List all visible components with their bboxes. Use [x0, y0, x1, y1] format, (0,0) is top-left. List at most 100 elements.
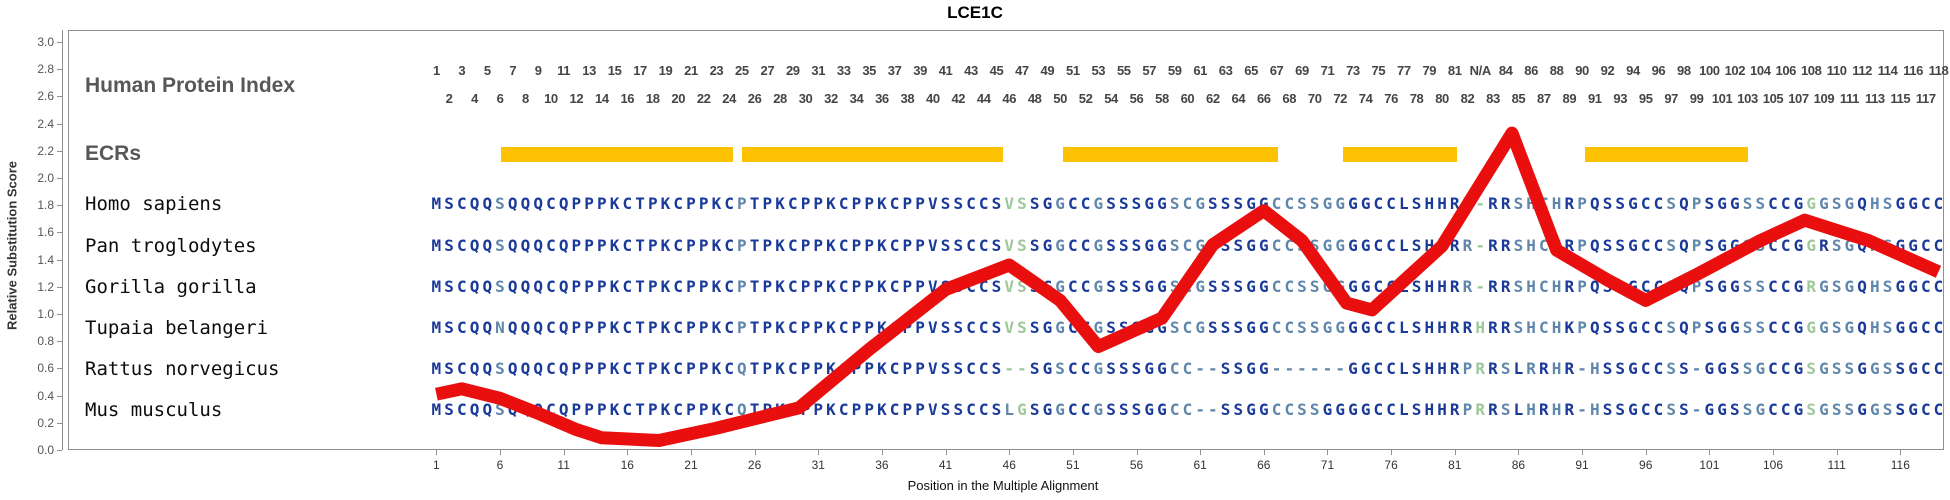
residue: C: [673, 235, 684, 255]
residue: C: [1068, 358, 1078, 378]
index-number: 2: [445, 91, 453, 106]
index-number: 6: [496, 91, 504, 106]
residue: P: [902, 317, 913, 337]
x-tick-label: 36: [875, 458, 889, 472]
index-number: 70: [1307, 91, 1322, 106]
residue: C: [1080, 399, 1091, 419]
residue: G: [1729, 194, 1740, 213]
residue: R: [1449, 235, 1460, 255]
residue: S: [1602, 235, 1613, 255]
index-number: 89: [1562, 91, 1577, 106]
residue: C: [1653, 235, 1664, 255]
residue: Q: [520, 235, 531, 255]
residue: S: [940, 276, 951, 296]
x-tick-mark: [1327, 450, 1329, 455]
residue: -: [1195, 399, 1205, 419]
residue: C: [1780, 317, 1791, 337]
index-number: 86: [1524, 63, 1538, 78]
residue: G: [1729, 317, 1740, 337]
residue: S: [1411, 358, 1422, 378]
residue: S: [1844, 399, 1855, 419]
residue: G: [1042, 276, 1053, 296]
index-number: 3: [458, 63, 466, 78]
residue: S: [1220, 235, 1231, 255]
residue: Q: [1679, 235, 1689, 255]
residue: S: [1666, 399, 1676, 419]
x-tick-mark: [1518, 450, 1520, 455]
x-tick-mark: [754, 450, 756, 455]
residue: G: [1704, 399, 1715, 419]
residue: S: [1118, 358, 1129, 378]
y-tick-label: 0.0: [37, 443, 54, 457]
index-number: 103: [1737, 91, 1758, 106]
residue: R: [1462, 276, 1473, 296]
residue: M: [431, 235, 442, 255]
residue: P: [647, 235, 658, 255]
x-tick-mark: [945, 450, 947, 455]
residue: Q: [1589, 194, 1600, 213]
index-number: 46: [1002, 91, 1017, 106]
residue: S: [991, 317, 1002, 337]
residue: G: [1157, 317, 1167, 337]
residue: P: [1577, 317, 1587, 337]
index-number: 118: [1928, 63, 1949, 78]
residue: G: [1258, 317, 1269, 337]
residue: Q: [737, 358, 747, 378]
residue: G: [1246, 194, 1256, 213]
residue: K: [826, 317, 836, 337]
index-number: 78: [1409, 91, 1424, 106]
index-number: 24: [722, 91, 736, 106]
index-number: 76: [1384, 91, 1398, 106]
index-number: 17: [633, 63, 647, 78]
residue: S: [1882, 235, 1893, 255]
residue: H: [1551, 399, 1562, 419]
index-number: 16: [620, 91, 635, 106]
residue: C: [1271, 235, 1282, 255]
residue: S: [1831, 276, 1842, 296]
species-label: Mus musculus: [85, 398, 223, 421]
index-number: 95: [1638, 91, 1653, 106]
residue: R: [1488, 235, 1498, 255]
residue: G: [1908, 317, 1918, 337]
residue: H: [1870, 276, 1880, 296]
index-number: 74: [1358, 91, 1373, 106]
residue: S: [1106, 317, 1116, 337]
residue: S: [991, 399, 1002, 419]
residue: C: [966, 276, 976, 296]
index-number: 34: [849, 91, 864, 106]
index-number: 39: [913, 63, 927, 78]
residue: P: [902, 194, 913, 213]
index-number: 92: [1600, 63, 1615, 78]
plot-title: LCE1C: [947, 3, 1003, 22]
x-tick-mark: [1072, 450, 1074, 455]
residue: G: [1755, 358, 1766, 378]
residue: S: [1297, 399, 1307, 419]
residue: R: [1819, 235, 1829, 255]
residue: K: [660, 358, 671, 378]
residue: C: [456, 276, 467, 296]
index-number: 19: [658, 63, 673, 78]
residue: K: [609, 276, 620, 296]
ecr-bar: [1342, 147, 1458, 162]
residue: G: [1717, 194, 1727, 213]
residue: P: [584, 399, 594, 419]
residue: R: [1564, 194, 1575, 213]
index-number: 106: [1775, 63, 1796, 78]
residue: S: [444, 276, 454, 296]
residue: C: [1068, 399, 1078, 419]
residue: S: [1106, 276, 1116, 296]
y-tick-mark: [57, 368, 62, 370]
index-number: 75: [1371, 63, 1386, 78]
residue: S: [1500, 358, 1511, 378]
residue: C: [838, 194, 849, 213]
residue: C: [1768, 317, 1778, 337]
y-tick-label: 3.0: [37, 35, 54, 49]
residue: C: [1780, 358, 1791, 378]
residue: C: [838, 358, 849, 378]
residue: Q: [507, 399, 518, 419]
y-tick-mark: [57, 178, 62, 179]
residue: G: [1335, 194, 1345, 213]
residue: H: [1551, 276, 1562, 296]
residue: S: [1755, 235, 1766, 255]
y-axis-spine: [62, 30, 63, 450]
